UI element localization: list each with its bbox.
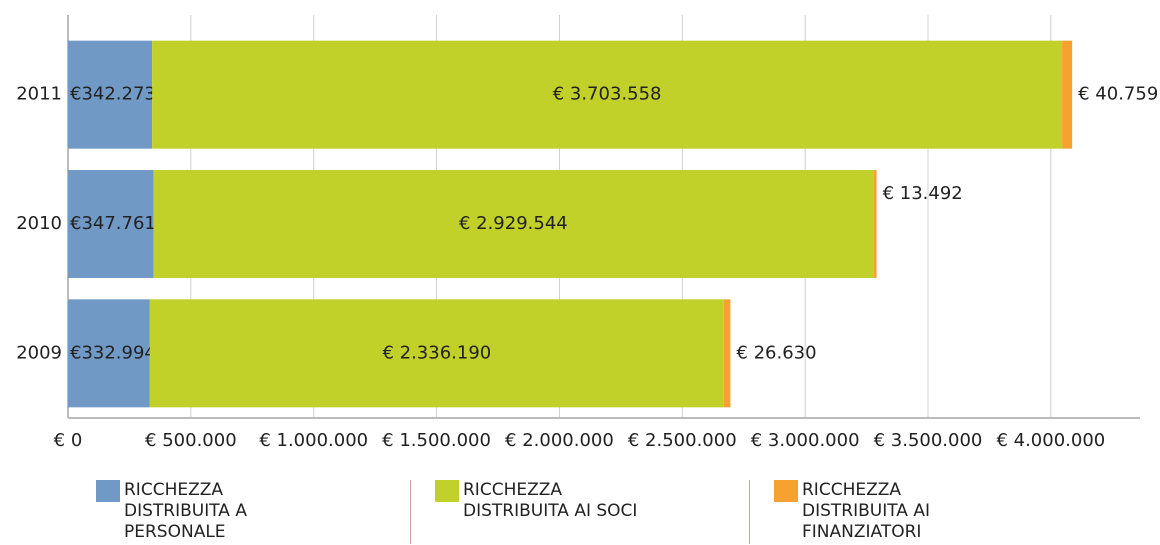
legend-item: RICCHEZZA DISTRIBUITA AI FINANZIATORI — [774, 480, 1088, 544]
bar-segment — [873, 170, 877, 278]
bar-segment — [149, 299, 724, 408]
chart: € 0 € 500.000 € 1.000.000 € 1.500.000 € 2.00… — [16, 15, 1158, 451]
value-label: € 26.630 — [736, 342, 816, 363]
x-tick-label: € 2.500.000 — [628, 430, 737, 451]
legend-swatch — [435, 480, 459, 502]
legend: RICCHEZZA DISTRIBUITA A PERSONALE RICCHEZ… — [96, 480, 1112, 544]
legend-label: RICCHEZZA DISTRIBUITA AI FINANZIATORI — [802, 480, 930, 542]
x-tick-label: € 1.500.000 — [382, 430, 491, 451]
x-tick-label: € 4.000.000 — [996, 430, 1105, 451]
value-label: € 40.759 — [1078, 84, 1158, 105]
x-tick-label: € 3.500.000 — [874, 430, 983, 451]
y-tick-label: 2011 — [16, 84, 62, 105]
y-tick-label: 2009 — [16, 342, 62, 363]
y-tick-label: 2010 — [16, 213, 62, 234]
legend-item: RICCHEZZA DISTRIBUITA A PERSONALE — [96, 480, 411, 544]
bar-segment — [68, 40, 153, 149]
legend-item: RICCHEZZA DISTRIBUITA AI SOCI — [435, 480, 750, 544]
x-tick-label: € 0 — [54, 430, 83, 451]
legend-label: RICCHEZZA DISTRIBUITA A PERSONALE — [124, 480, 247, 542]
legend-swatch — [774, 480, 798, 502]
bar-segment — [68, 299, 150, 408]
bar-segment — [1062, 40, 1073, 149]
bar-segment — [152, 40, 1063, 149]
x-tick-label: € 500.000 — [145, 430, 237, 451]
value-label: €347.761 — [70, 213, 156, 234]
legend-swatch — [96, 480, 120, 502]
x-tick-label: € 1.000.000 — [259, 430, 368, 451]
value-label: €342.273 — [70, 84, 156, 105]
value-label: € 13.492 — [883, 183, 963, 204]
bar-segment — [68, 170, 154, 278]
x-tick-label: € 3.000.000 — [751, 430, 860, 451]
legend-label: RICCHEZZA DISTRIBUITA AI SOCI — [463, 480, 638, 521]
value-label: € 3.703.558 — [553, 84, 662, 105]
x-tick-label: € 2.000.000 — [505, 430, 614, 451]
value-label: € 2.336.190 — [382, 342, 491, 363]
value-label: € 2.929.544 — [459, 213, 568, 234]
value-label: €332.994 — [70, 342, 156, 363]
bar-segment — [723, 299, 731, 408]
bar-segment — [153, 170, 874, 278]
